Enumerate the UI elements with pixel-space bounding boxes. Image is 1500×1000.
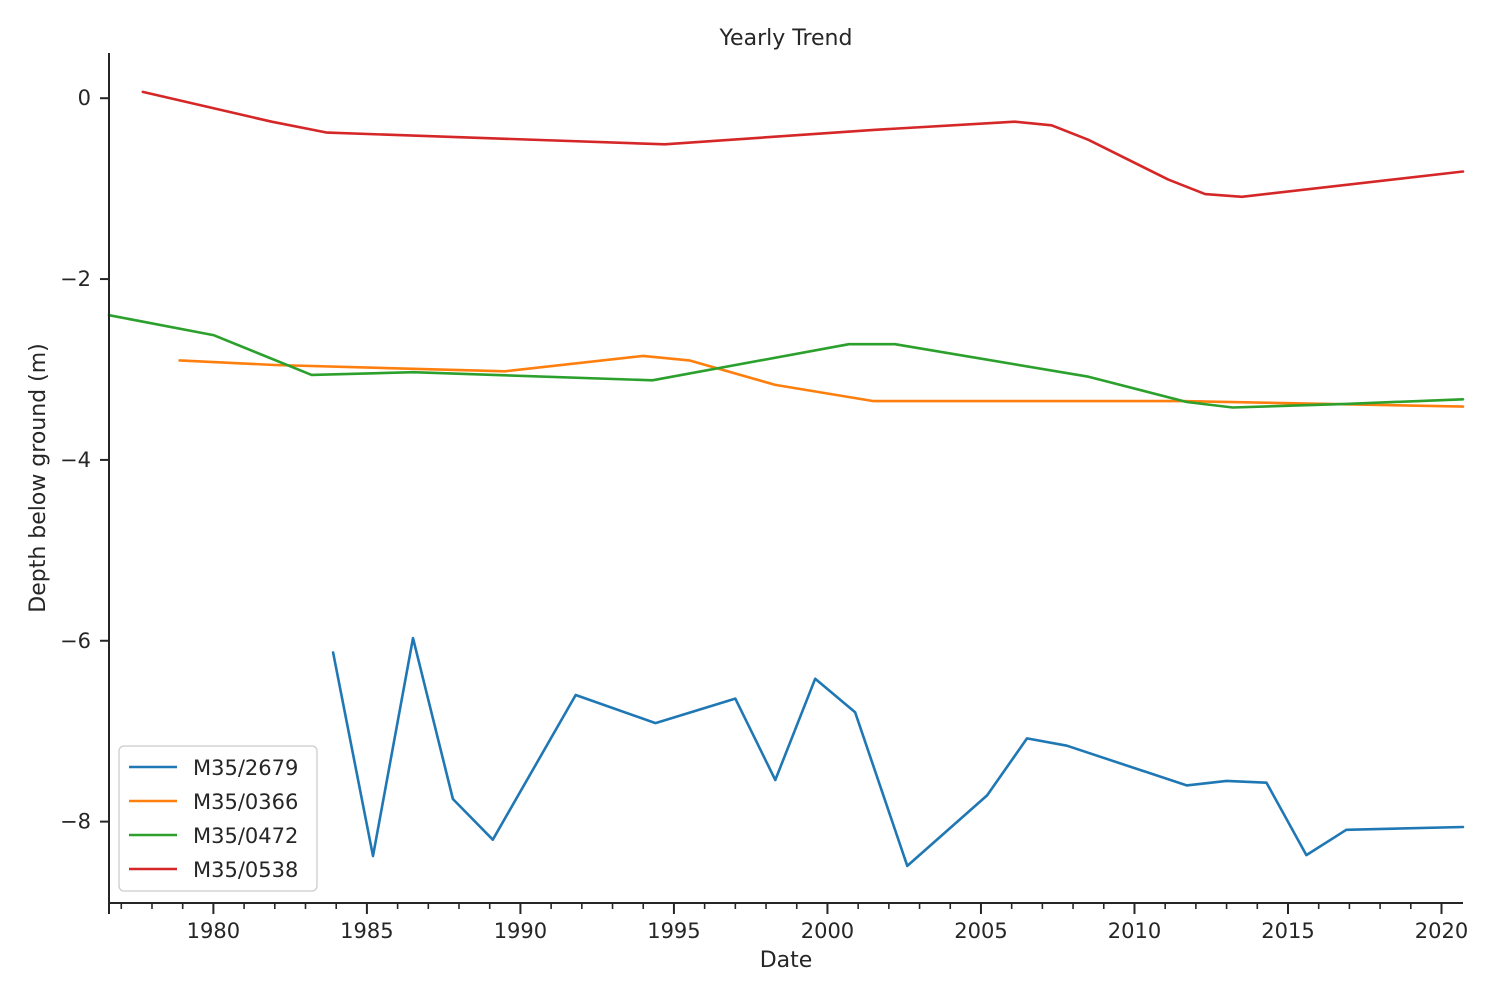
x-tick-label: 1995 [647,919,700,943]
y-axis-ticks: 0 −2 −4 −6 −8 [60,86,109,834]
legend-label: M35/0472 [193,824,298,848]
x-tick-label: 2020 [1415,919,1468,943]
series-line-2 [178,354,1465,408]
x-tick-label: 1990 [494,919,547,943]
x-tick-label: 2010 [1108,919,1161,943]
x-tick-label: 1980 [187,919,240,943]
legend: M35/2679 M35/0366 M35/0472 M35/0538 [118,745,318,892]
y-axis-label: Depth below ground (m) [26,343,51,613]
series-layer [107,90,1465,868]
x-tick-label: 2000 [801,919,854,943]
series-line-4 [141,90,1465,199]
y-tick-label: 0 [78,86,91,110]
y-tick-label: −4 [60,448,91,472]
x-axis-label: Date [760,948,813,973]
legend-frame [118,745,318,892]
legend-label: M35/0538 [193,858,298,882]
x-axis-ticks: 1980 1985 1990 1995 2000 2005 2010 2015 2020 [108,903,1468,943]
y-tick-label: −2 [60,267,91,291]
series-line-1 [331,636,1465,868]
x-tick-label: 2005 [954,919,1007,943]
legend-label: M35/0366 [193,790,298,814]
y-tick-label: −6 [60,629,91,653]
x-tick-label: 1985 [340,919,393,943]
x-tick-label: 2015 [1261,919,1314,943]
chart-title: Yearly Trend [719,26,853,51]
y-tick-label: −8 [60,810,91,834]
legend-label: M35/2679 [193,756,298,780]
series-line-3 [107,313,1465,409]
